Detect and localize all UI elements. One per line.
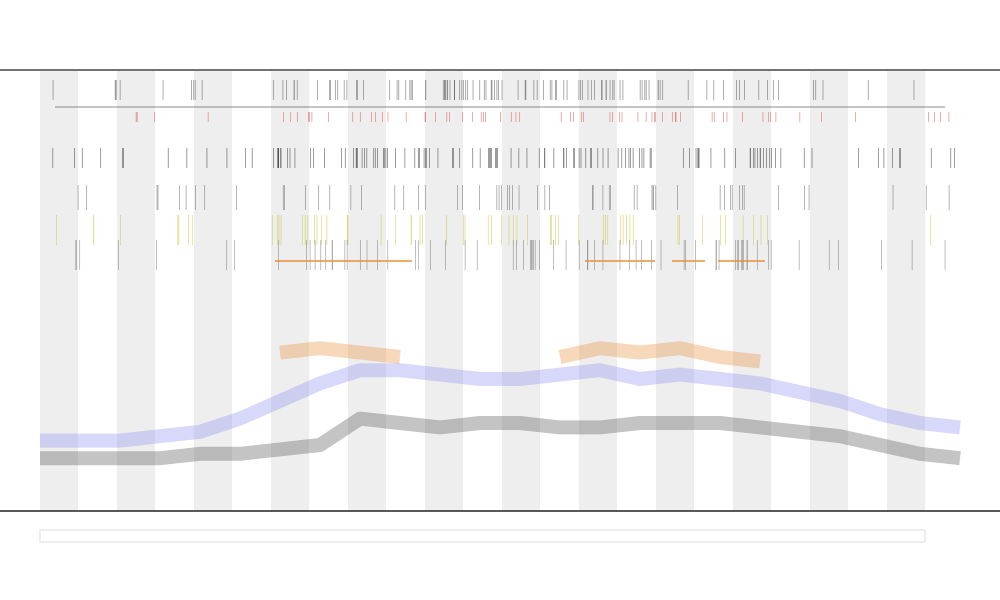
label-strip <box>39 529 926 543</box>
stripe <box>887 71 925 511</box>
series-line <box>40 411 961 466</box>
stripe <box>117 71 155 511</box>
stripe <box>810 71 848 511</box>
stripe <box>194 71 232 511</box>
stripe <box>40 71 78 511</box>
event-ticks <box>52 80 955 270</box>
stripe <box>656 71 694 511</box>
stripe <box>271 71 309 511</box>
stripe <box>733 71 771 511</box>
stripe <box>348 71 386 511</box>
background-stripes <box>40 71 925 511</box>
stripe <box>579 71 617 511</box>
stripe <box>425 71 463 511</box>
stripe <box>502 71 540 511</box>
series-line <box>40 363 961 448</box>
series-line <box>279 341 761 369</box>
